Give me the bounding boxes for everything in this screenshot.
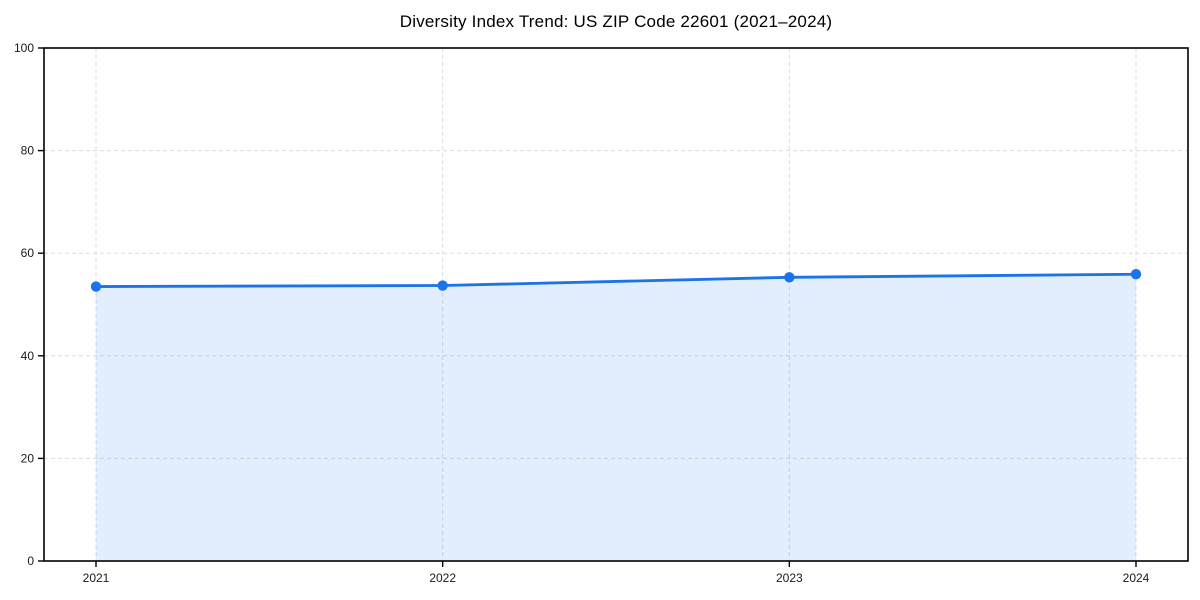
data-point-marker <box>90 281 102 292</box>
y-tick-label: 80 <box>21 144 35 158</box>
data-point-marker <box>784 272 795 283</box>
x-tick-label: 2023 <box>776 571 803 585</box>
x-tick-label: 2024 <box>1123 571 1150 585</box>
y-tick-label: 0 <box>27 554 34 568</box>
x-tick-label: 2022 <box>429 571 456 585</box>
y-tick-label: 40 <box>21 349 35 363</box>
area-fill <box>96 274 1136 561</box>
y-tick-label: 100 <box>14 41 34 55</box>
y-tick-label: 20 <box>21 451 35 465</box>
data-point-marker <box>437 280 448 291</box>
x-tick-label: 2021 <box>83 571 110 585</box>
trend-line <box>94 272 1138 288</box>
chart-title: Diversity Index Trend: US ZIP Code 22601… <box>399 12 833 31</box>
plot-frame <box>43 47 1189 562</box>
data-point-marker <box>1130 269 1142 280</box>
y-tick-label: 60 <box>21 246 35 260</box>
